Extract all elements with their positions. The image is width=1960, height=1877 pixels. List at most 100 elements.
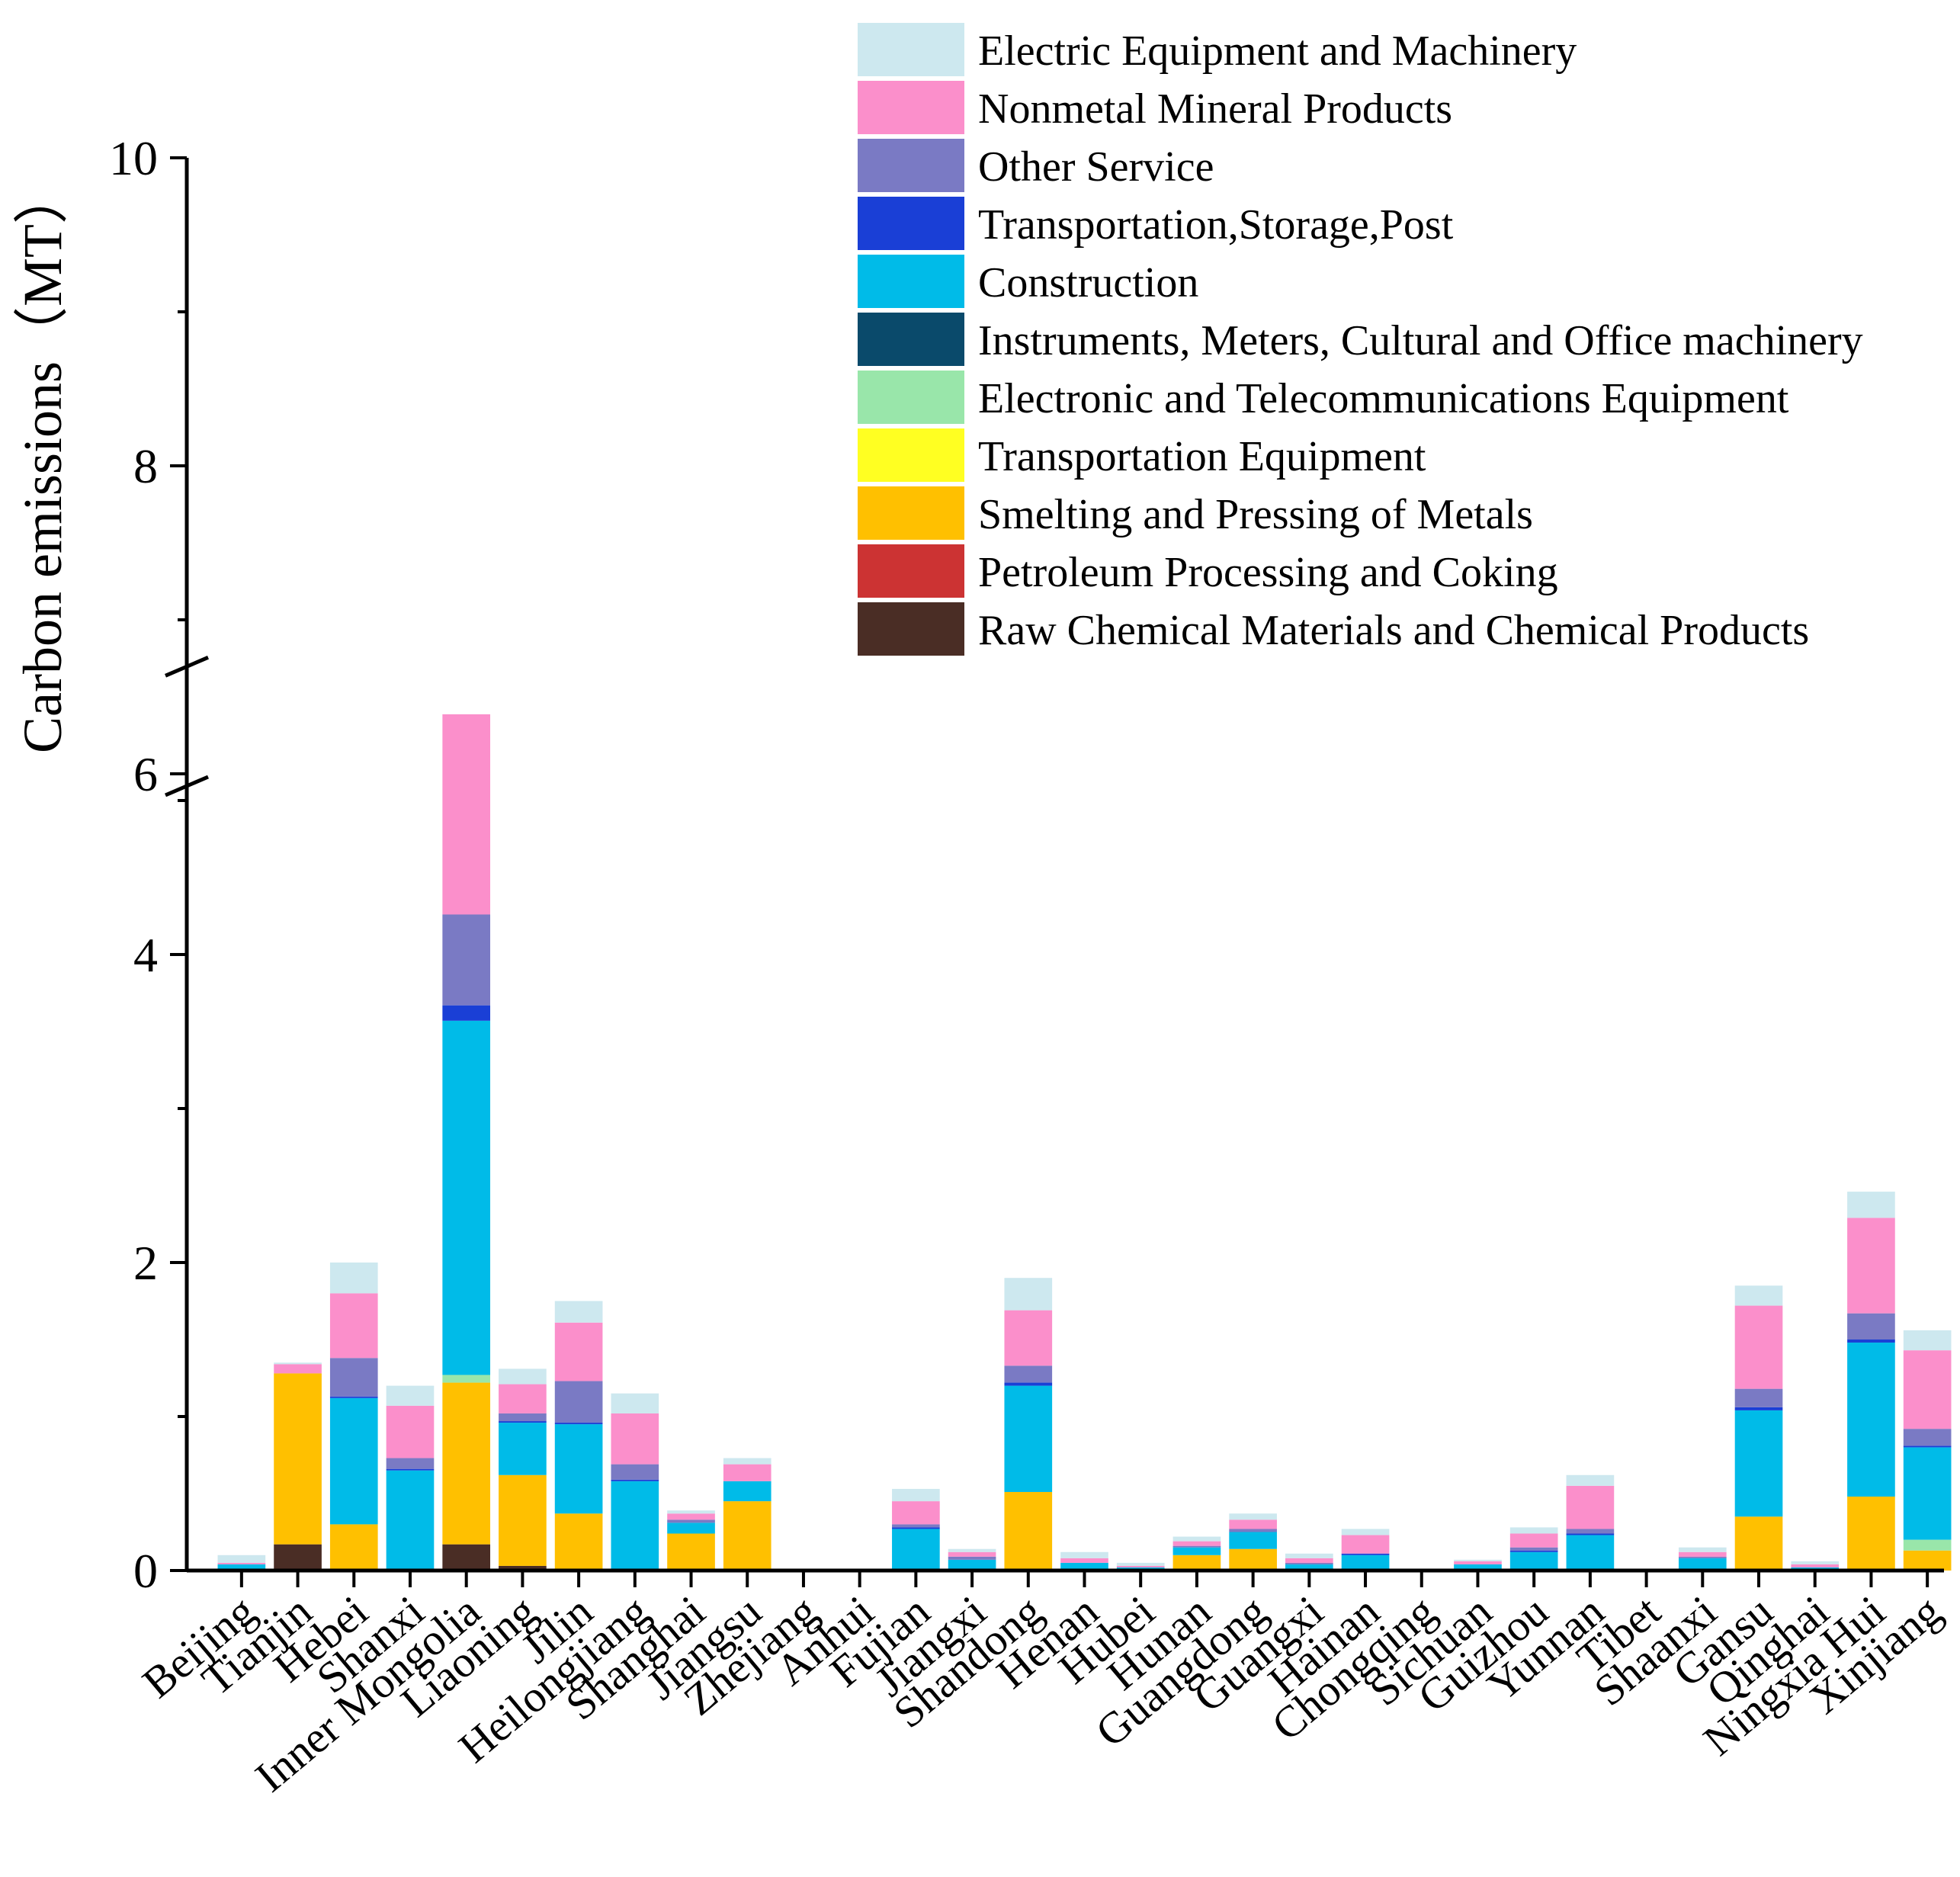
bar-segment-jiangxi-nonmetal-mineral-products [948,1551,996,1557]
bar-segment-guangdong-construction [1229,1532,1277,1549]
bar-segment-jiangxi-construction [948,1559,996,1571]
bar-segment-guizhou-nonmetal-mineral-products [1509,1533,1558,1548]
bar-segment-beijing-nonmetal-mineral-products [217,1562,266,1564]
legend-label-petroleum-processing-and-coking: Petroleum Processing and Coking [978,549,1558,596]
bar-segment-yunnan-electric-equipment-and-machinery [1566,1474,1615,1486]
bar-segment-liaoning-raw-chemical-materials-and-chemical-products [499,1565,547,1571]
bar-segment-guizhou-construction [1509,1551,1558,1571]
bar-segment-shandong-electric-equipment-and-machinery [1004,1278,1053,1311]
bar-segment-jiangxi-electric-equipment-and-machinery [948,1548,996,1552]
bar-segment-guangxi-electric-equipment-and-machinery [1285,1553,1333,1558]
bar-segment-shanxi-electric-equipment-and-machinery [386,1385,435,1406]
bar-segment-gansu-electric-equipment-and-machinery [1734,1285,1783,1306]
bar-segment-yunnan-construction [1566,1535,1615,1571]
bar-segment-yunnan-nonmetal-mineral-products [1566,1485,1615,1529]
legend-label-raw-chemical-materials-and-chemical-products: Raw Chemical Materials and Chemical Prod… [978,607,1809,654]
bar-segment-jiangxi-other-service [948,1556,996,1560]
bar-segment-inner-mongolia-electronic-and-telecommunications-equipment [442,1375,491,1383]
bar-segment-ningxia-hui-electric-equipment-and-machinery [1847,1192,1895,1218]
bar-segment-beijing-electric-equipment-and-machinery [217,1555,266,1563]
bar-segment-inner-mongolia-transportation-storage-post [442,1005,491,1021]
bar-segment-shanghai-electric-equipment-and-machinery [667,1510,715,1514]
bar-segment-tianjin-smelting-and-pressing-of-metals [274,1373,322,1545]
bar-segment-jiangsu-nonmetal-mineral-products [723,1464,771,1481]
bar-segment-liaoning-transportation-storage-post [499,1421,547,1423]
legend-label-smelting-and-pressing-of-metals: Smelting and Pressing of Metals [978,491,1533,538]
bar-segment-sichuan-electric-equipment-and-machinery [1454,1559,1502,1561]
legend-swatch-raw-chemical-materials-and-chemical-products [858,602,964,656]
bar-segment-shaanxi-electric-equipment-and-machinery [1678,1547,1727,1552]
legend-swatch-instruments-meters-cultural-and-office-machinery [858,313,964,366]
bar-segment-inner-mongolia-raw-chemical-materials-and-chemical-products [442,1544,491,1571]
bar-segment-xinjiang-construction [1903,1447,1952,1540]
bar-segment-shanxi-transportation-storage-post [386,1468,435,1471]
y-tick-label: 6 [133,747,158,801]
bar-segment-ningxia-hui-other-service [1847,1313,1895,1340]
bar-segment-jiangsu-construction [723,1481,771,1502]
legend-label-transportation-equipment: Transportation Equipment [978,433,1426,480]
bar-segment-hebei-nonmetal-mineral-products [329,1293,378,1359]
legend-label-construction: Construction [978,259,1198,306]
bar-segment-shanghai-construction [667,1522,715,1534]
bar-segment-hebei-smelting-and-pressing-of-metals [329,1524,378,1571]
bar-segment-shandong-other-service [1004,1365,1053,1383]
bar-segment-ningxia-hui-nonmetal-mineral-products [1847,1218,1895,1314]
bar-segment-guangdong-other-service [1229,1529,1277,1532]
bar-segment-tianjin-electric-equipment-and-machinery [274,1362,322,1365]
bar-segment-jilin-electric-equipment-and-machinery [554,1301,603,1323]
bar-segment-ningxia-hui-construction [1847,1343,1895,1497]
bar-segment-guangdong-nonmetal-mineral-products [1229,1519,1277,1529]
bar-segment-xinjiang-transportation-storage-post [1903,1445,1952,1448]
bar-segment-gansu-construction [1734,1410,1783,1517]
bar-segment-hainan-electric-equipment-and-machinery [1341,1529,1390,1535]
bar-segment-guangxi-nonmetal-mineral-products [1285,1558,1333,1563]
bar-segment-jilin-nonmetal-mineral-products [554,1322,603,1381]
bar-segment-heilongjiang-electric-equipment-and-machinery [611,1393,659,1413]
bar-segment-hebei-electric-equipment-and-machinery [329,1263,378,1294]
bar-segment-qinghai-nonmetal-mineral-products [1791,1564,1840,1567]
bar-segment-xinjiang-electronic-and-telecommunications-equipment [1903,1539,1952,1551]
bar-segment-guizhou-transportation-storage-post [1509,1550,1558,1552]
bar-segment-hunan-other-service [1172,1545,1221,1548]
axis-break-mark-upper [165,775,209,797]
bar-segment-hebei-construction [329,1397,378,1525]
bar-segment-hubei-electric-equipment-and-machinery [1116,1562,1165,1566]
legend-swatch-petroleum-processing-and-coking [858,544,964,598]
bar-segment-hainan-nonmetal-mineral-products [1341,1535,1390,1554]
bar-segment-gansu-smelting-and-pressing-of-metals [1734,1516,1783,1571]
bar-segment-jilin-other-service [554,1381,603,1423]
bar-segment-guizhou-other-service [1509,1547,1558,1551]
bar-segment-shaanxi-nonmetal-mineral-products [1678,1551,1727,1557]
bar-segment-inner-mongolia-other-service [442,914,491,1006]
bar-segment-fujian-construction [892,1529,940,1571]
bar-segment-shanghai-nonmetal-mineral-products [667,1513,715,1520]
legend-swatch-smelting-and-pressing-of-metals [858,486,964,540]
bar-segment-beijing-construction [217,1564,266,1571]
axis-break-mark-lower [165,656,209,678]
bar-segment-liaoning-construction [499,1423,547,1475]
bar-segment-sichuan-nonmetal-mineral-products [1454,1561,1502,1564]
bar-segment-hebei-transportation-storage-post [329,1396,378,1398]
bar-segment-yunnan-other-service [1566,1529,1615,1534]
bar-segment-inner-mongolia-nonmetal-mineral-products [442,714,491,915]
bar-segment-hubei-nonmetal-mineral-products [1116,1565,1165,1567]
bar-segment-guangdong-electric-equipment-and-machinery [1229,1513,1277,1520]
bar-segment-shandong-smelting-and-pressing-of-metals [1004,1491,1053,1571]
bar-segment-shanghai-smelting-and-pressing-of-metals [667,1533,715,1571]
bar-segment-heilongjiang-transportation-storage-post [611,1479,659,1481]
bar-segment-xinjiang-electric-equipment-and-machinery [1903,1330,1952,1351]
bar-segment-guangxi-construction [1285,1564,1333,1571]
legend-label-transportation-storage-post: Transportation,Storage,Post [978,201,1454,249]
bar-segment-heilongjiang-nonmetal-mineral-products [611,1413,659,1465]
bar-segment-henan-construction [1060,1562,1108,1571]
y-tick-label: 10 [109,131,158,185]
bar-segment-jilin-transportation-storage-post [554,1423,603,1425]
bar-segment-xinjiang-smelting-and-pressing-of-metals [1903,1550,1952,1571]
bar-segment-gansu-transportation-storage-post [1734,1407,1783,1410]
bar-segment-inner-mongolia-construction [442,1020,491,1375]
bar-segment-shanxi-nonmetal-mineral-products [386,1405,435,1458]
bar-segment-tianjin-raw-chemical-materials-and-chemical-products [274,1544,322,1571]
legend-swatch-construction [858,255,964,308]
bar-segment-qinghai-electric-equipment-and-machinery [1791,1561,1840,1564]
bar-segment-liaoning-other-service [499,1413,547,1422]
